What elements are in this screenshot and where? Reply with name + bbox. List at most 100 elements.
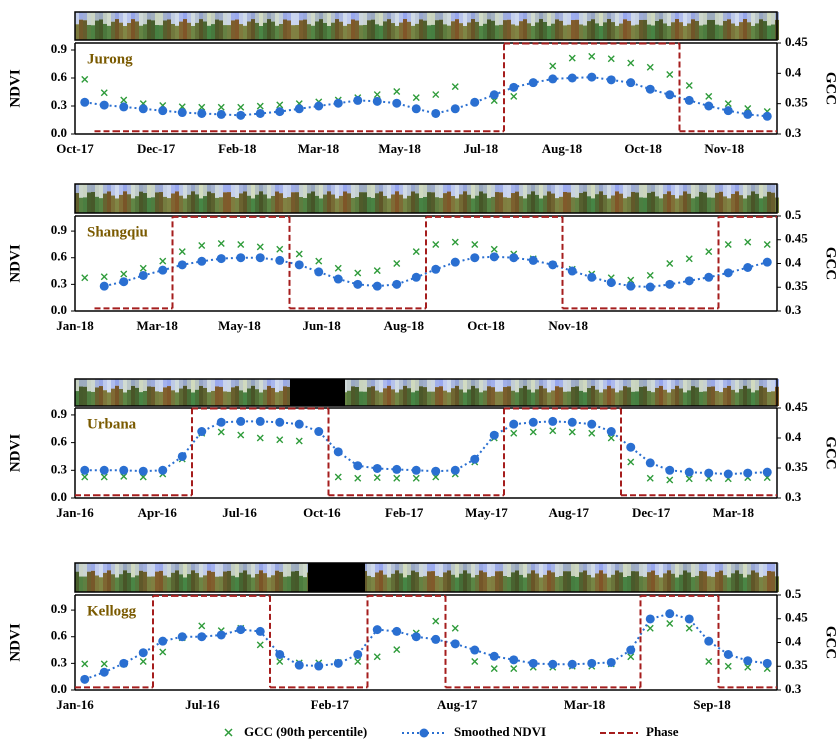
photo-strip <box>679 575 683 592</box>
photo-strip <box>299 197 303 213</box>
photo-strip <box>111 563 115 574</box>
photo-strip <box>471 379 475 386</box>
photo-strip <box>503 576 507 592</box>
photo-strip <box>679 563 683 575</box>
ndvi-marker <box>353 280 362 289</box>
photo-strip <box>659 12 663 19</box>
photo-strip <box>695 563 699 576</box>
x-tick-label: May-17 <box>465 505 508 520</box>
photo-strip <box>143 572 147 592</box>
x-tick-label: Oct-17 <box>56 141 94 156</box>
photo-strip <box>487 386 491 406</box>
ndvi-marker <box>373 625 382 634</box>
photo-strip <box>375 12 379 24</box>
photo-strip <box>179 22 183 40</box>
gcc-marker <box>452 84 458 90</box>
photo-strip <box>607 563 611 577</box>
photo-strip <box>267 184 271 198</box>
photo-strip <box>187 574 191 592</box>
photo-strip <box>603 12 607 22</box>
photo-strip <box>423 563 427 576</box>
photo-strip <box>647 12 651 25</box>
photo-strip <box>155 12 159 25</box>
photo-strip <box>523 563 527 577</box>
photo-strip <box>759 386 763 406</box>
ndvi-marker <box>197 427 206 436</box>
photo-strip <box>563 25 567 40</box>
photo-strip <box>223 379 227 391</box>
ndvi-marker <box>178 452 187 461</box>
photo-strip <box>199 19 203 40</box>
photo-strip <box>275 571 279 592</box>
photo-strip <box>759 19 763 40</box>
gcc-marker <box>82 275 88 281</box>
photo-strip <box>547 191 551 213</box>
photo-strip <box>443 193 447 213</box>
photo-strip <box>687 12 691 23</box>
photo-strip <box>527 12 531 23</box>
photo-strip <box>431 192 435 213</box>
photo-strip <box>143 563 147 572</box>
photo-strip <box>171 390 175 406</box>
photo-strip <box>495 192 499 213</box>
photo-strip <box>643 184 647 198</box>
photo-strip <box>663 379 667 390</box>
ndvi-marker <box>119 277 128 286</box>
gcc-marker <box>511 430 517 436</box>
photo-strip <box>179 389 183 406</box>
y-tick-label: 0.6 <box>51 628 68 643</box>
photo-strip <box>191 12 195 26</box>
photo-strip <box>183 19 187 40</box>
photo-strip <box>259 563 263 570</box>
photo-strip <box>411 392 415 406</box>
photo-strip <box>247 22 251 40</box>
photo-strip <box>219 20 223 40</box>
photo-strip <box>115 577 119 592</box>
photo-strip <box>659 184 663 198</box>
photo-strip <box>527 184 531 194</box>
photo-strip <box>163 184 167 197</box>
photo-strip <box>379 192 383 213</box>
ndvi-marker <box>529 78 538 87</box>
photo-strip <box>215 184 219 198</box>
ndvi-marker <box>275 256 284 265</box>
photo-strip <box>519 575 523 592</box>
photo-strip <box>399 12 403 23</box>
photo-strip <box>579 379 583 391</box>
ndvi-marker <box>626 443 635 452</box>
photo-strip <box>407 563 411 575</box>
photo-strip <box>179 12 183 22</box>
photo-strip <box>311 12 315 26</box>
photo-strip <box>243 184 247 191</box>
photo-strip <box>99 563 103 577</box>
photo-strip <box>363 184 367 192</box>
photo-strip <box>227 192 231 213</box>
legend-marker <box>225 729 232 736</box>
ndvi-marker <box>509 83 518 92</box>
photo-strip <box>475 575 479 592</box>
ndvi-marker <box>275 418 284 427</box>
ndvi-marker <box>139 467 148 476</box>
photo-strip <box>663 573 667 592</box>
gcc-marker <box>667 621 673 627</box>
photo-strip <box>87 379 91 391</box>
photo-strip <box>239 24 243 40</box>
photo-strip <box>687 572 691 592</box>
ndvi-marker <box>509 420 518 429</box>
photo-strip <box>215 563 219 577</box>
photo-strip <box>355 197 359 213</box>
photo-strip <box>703 379 707 391</box>
photo-strip <box>247 379 251 388</box>
photo-strip <box>251 184 255 198</box>
photo-strip <box>407 12 411 22</box>
photo-strip <box>211 379 215 391</box>
ndvi-marker <box>412 466 421 475</box>
photo-strip <box>467 379 471 389</box>
photo-strip <box>663 23 667 40</box>
photo-strip <box>759 198 763 213</box>
photo-strip <box>79 387 83 406</box>
photo-strip <box>227 392 231 406</box>
photo-strip <box>715 379 719 391</box>
photo-strip <box>167 386 171 406</box>
